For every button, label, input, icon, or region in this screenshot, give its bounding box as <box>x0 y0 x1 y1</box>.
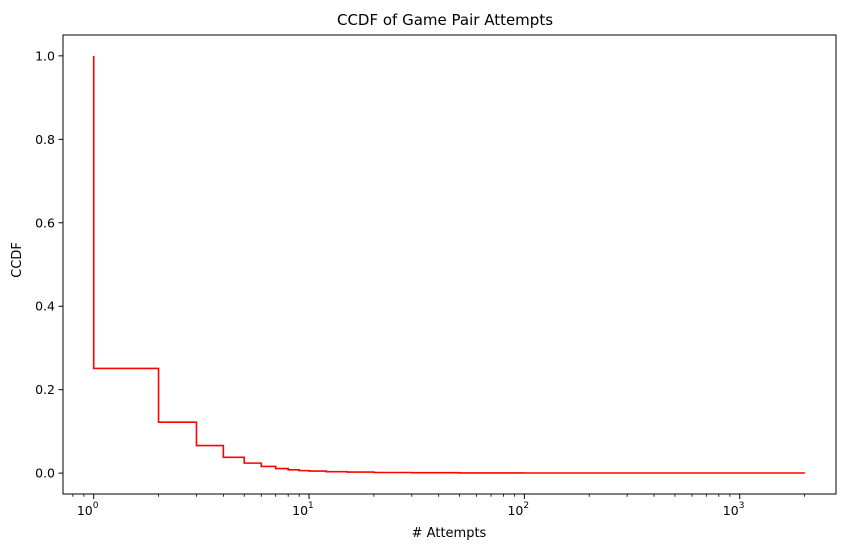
x-tick-label-1: 10 <box>292 503 308 518</box>
y-tick-label-4: 0.8 <box>35 132 55 147</box>
x-tick-label-3: 10 <box>723 503 739 518</box>
x-tick-label-2: 10 <box>507 503 523 518</box>
x-tick-exp-0: 0 <box>93 501 99 511</box>
x-tick-exp-2: 2 <box>523 501 529 511</box>
y-tick-label-2: 0.4 <box>35 299 55 314</box>
ccdf-line <box>92 55 806 474</box>
y-axis-label: CCDF <box>10 242 25 278</box>
plot-frame <box>62 34 837 495</box>
x-tick-exp-1: 1 <box>308 501 314 511</box>
y-tick-label-1: 0.2 <box>35 382 55 397</box>
y-tick-label-5: 1.0 <box>35 48 55 63</box>
y-tick-label-3: 0.6 <box>35 215 55 230</box>
x-tick-exp-3: 3 <box>739 501 745 511</box>
chart-title: CCDF of Game Pair Attempts <box>337 11 553 29</box>
y-tick-label-0: 0.0 <box>35 466 55 481</box>
plot-area: 0.00.20.40.60.81.010 0 10 1 10 2 10 3 <box>35 34 837 518</box>
x-axis-label: # Attempts <box>412 526 487 541</box>
x-tick-label-0: 10 <box>77 503 93 518</box>
